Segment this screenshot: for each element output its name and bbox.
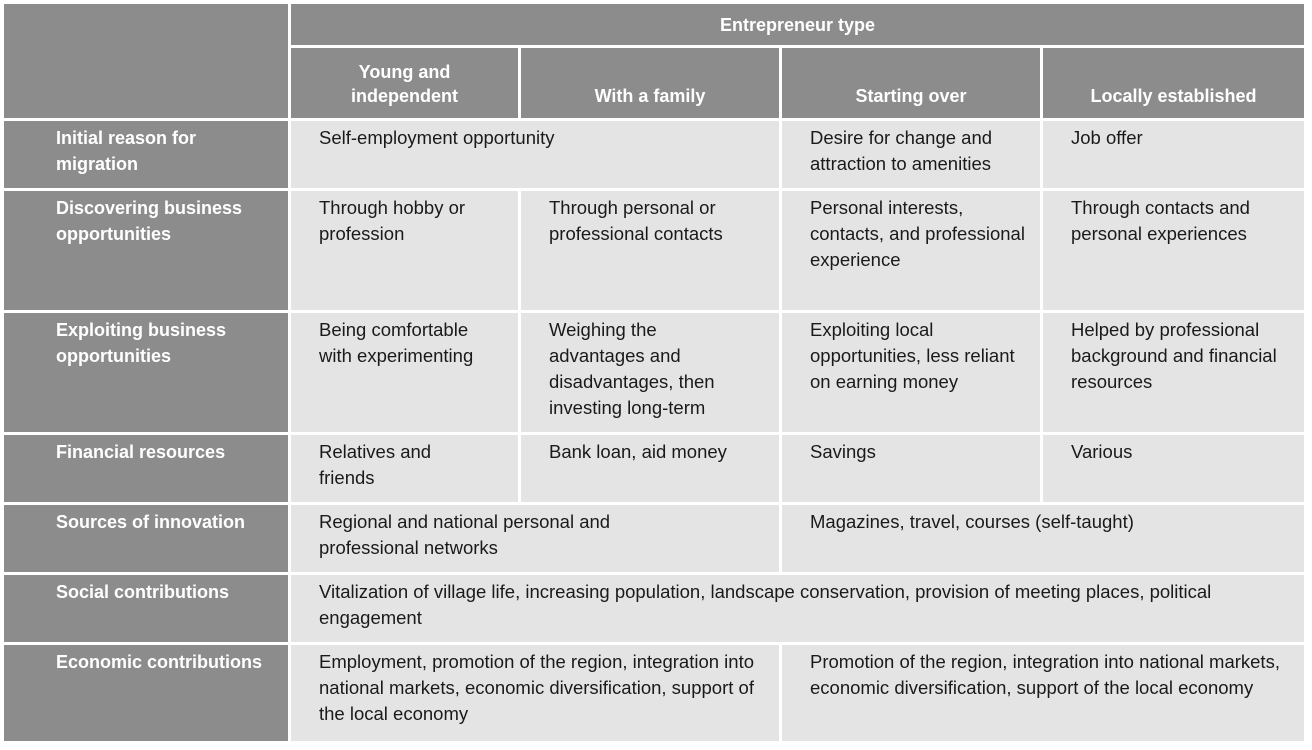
column-header-with-family: With a family <box>521 48 779 118</box>
table-cell: Various <box>1043 435 1304 502</box>
column-header-starting-over: Starting over <box>782 48 1040 118</box>
table-cell: Relatives and friends <box>291 435 518 502</box>
table-cell: Desire for change and attraction to amen… <box>782 121 1040 188</box>
table-cell: Through contacts and personal experience… <box>1043 191 1304 310</box>
table-cell: Vitalization of village life, increasing… <box>291 575 1304 642</box>
table-cell: Through personal or professional contact… <box>521 191 779 310</box>
row-label-social: Social contributions <box>4 575 288 642</box>
table-cell: Being comfortable with experimenting <box>291 313 518 432</box>
table-cell: Employment, promotion of the region, int… <box>291 645 779 741</box>
table-cell: Bank loan, aid money <box>521 435 779 502</box>
table-cell: Helped by professional background and fi… <box>1043 313 1304 432</box>
table-cell: Job offer <box>1043 121 1304 188</box>
table-cell: Exploiting local opportunities, less rel… <box>782 313 1040 432</box>
table-cell: Magazines, travel, courses (self-taught) <box>782 505 1304 572</box>
table-cell: Promotion of the region, integration int… <box>782 645 1304 741</box>
table-cell: Self-employment opportunity <box>291 121 779 188</box>
row-label-discovering: Discovering business opportunities <box>4 191 288 310</box>
column-header-young-independent: Young and independent <box>291 48 518 118</box>
row-label-financial: Financial resources <box>4 435 288 502</box>
table-cell: Regional and national personal and profe… <box>291 505 779 572</box>
corner-cell <box>4 4 288 118</box>
row-label-economic: Economic contributions <box>4 645 288 741</box>
column-header-locally-established: Locally established <box>1043 48 1304 118</box>
table-cell: Personal interests, contacts, and profes… <box>782 191 1040 310</box>
table-cell: Weighing the advantages and disadvantage… <box>521 313 779 432</box>
table-cell: Through hobby or profession <box>291 191 518 310</box>
row-label-initial-reason: Initial reason for migration <box>4 121 288 188</box>
group-header: Entrepreneur type <box>291 4 1304 45</box>
comparison-table: Entrepreneur type Young and independent … <box>4 4 1305 741</box>
row-label-innovation: Sources of innovation <box>4 505 288 572</box>
row-label-exploiting: Exploiting business opportunities <box>4 313 288 432</box>
table-cell: Savings <box>782 435 1040 502</box>
